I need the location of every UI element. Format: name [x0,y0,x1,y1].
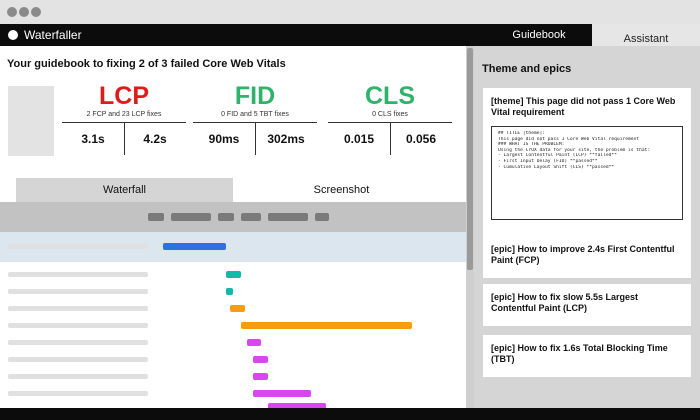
toolbar-control[interactable] [171,213,211,221]
guidebook-panel: Your guidebook to fixing 2 of 3 failed C… [0,46,466,408]
waterfall-bar[interactable] [163,243,226,250]
waterfall-bar[interactable] [226,271,241,278]
metric-fixes: 2 FCP and 23 LCP fixes [86,111,162,118]
epic-card-lcp[interactable]: [epic] How to fix slow 5.5s Largest Cont… [483,284,691,326]
window-maximize-dot[interactable] [31,7,41,17]
request-label [8,244,148,249]
theme-code-preview: ## TITLE [theme]: This page did not pass… [491,126,683,220]
metric-fixes: 0 CLS fixes [372,111,408,118]
metric-value-a: 0.015 [343,132,375,146]
window-close-dot[interactable] [7,7,17,17]
metric-value-a: 3.1s [81,132,105,146]
waterfall-chart [0,232,466,408]
scrollbar-thumb[interactable] [467,48,473,270]
metric-divider [62,122,186,123]
tab-assistant[interactable]: Assistant [592,24,700,46]
waterfall-bar[interactable] [230,305,245,312]
waterfall-bar[interactable] [247,339,261,346]
code-line: - First Input Delay (FID) **passed** [498,158,598,164]
metric-name: LCP [99,82,149,110]
window-minimize-dot[interactable] [19,7,29,17]
metric-fixes: 0 FID and 5 TBT fixes [221,111,289,118]
waterfall-bar[interactable] [253,373,268,380]
metric-lcp: LCP 2 FCP and 23 LCP fixes 3.1s 4.2s [62,82,186,155]
card-title: [epic] How to fix slow 5.5s Largest Cont… [491,292,639,313]
metric-divider [193,122,317,123]
page-thumbnail [8,86,54,156]
metric-name: CLS [365,82,415,110]
metric-cls: CLS 0 CLS fixes 0.015 0.056 [328,82,452,155]
toolbar-control[interactable] [241,213,261,221]
logo-icon [8,30,18,40]
request-label [8,391,148,396]
request-label [8,340,148,345]
waterfall-bar[interactable] [268,403,326,408]
request-label [8,306,148,311]
metric-divider [328,122,452,123]
request-label [8,289,148,294]
code-line: ### WHAT IS THE PROBLEM: [498,142,565,148]
epic-card-fcp[interactable]: [epic] How to improve 2.4s First Content… [483,236,691,278]
code-line: ## TITLE [theme]: [498,131,546,136]
epic-card-tbt[interactable]: [epic] How to fix 1.6s Total Blocking Ti… [483,335,691,377]
metric-value-a: 90ms [208,132,240,146]
waterfall-bar[interactable] [226,288,233,295]
sidebar-title: Theme and epics [482,63,572,75]
tab-guidebook[interactable]: Guidebook [512,29,566,41]
request-label [8,323,148,328]
request-label [8,272,148,277]
toolbar-control[interactable] [268,213,308,221]
waterfall-bar[interactable] [241,322,412,329]
tab-waterfall[interactable]: Waterfall [16,178,233,202]
code-line: This page did not pass 1 Core Web Vital … [498,136,640,142]
metric-separator [124,123,125,155]
app-brand[interactable]: Waterfaller [8,27,82,43]
metric-name: FID [234,82,276,110]
waterfall-toolbar [0,202,466,232]
card-title: [theme] This page did not pass 1 Core We… [491,96,676,117]
app-header: Waterfaller Guidebook [0,24,700,46]
metric-fid: FID 0 FID and 5 TBT fixes 90ms 302ms [193,82,317,155]
assistant-panel: Theme and epics [theme] This page did no… [474,46,700,408]
code-line: Using the CrUX data for your site, the p… [498,147,651,153]
app-name: Waterfaller [24,28,82,42]
request-label [8,357,148,362]
metric-value-b: 302ms [267,132,305,146]
metric-value-b: 4.2s [143,132,167,146]
waterfall-bar[interactable] [253,390,311,397]
bottom-bar [0,408,700,420]
toolbar-control[interactable] [148,213,164,221]
request-label [8,374,148,379]
guide-title: Your guidebook to fixing 2 of 3 failed C… [7,58,286,70]
metric-value-b: 0.056 [405,132,437,146]
toolbar-control[interactable] [218,213,234,221]
card-title: [epic] How to improve 2.4s First Content… [491,244,675,265]
tab-screenshot[interactable]: Screenshot [233,178,450,202]
toolbar-control[interactable] [315,213,329,221]
metric-separator [390,123,391,155]
code-line: - Cumulative Layout Shift (CLS) **passed… [498,164,615,170]
metric-separator [255,123,256,155]
card-title: [epic] How to fix 1.6s Total Blocking Ti… [491,343,668,364]
window-titlebar [0,0,700,24]
code-line: - Largest Contentful Paint (LCP) **faile… [498,153,617,159]
waterfall-bar[interactable] [253,356,268,363]
